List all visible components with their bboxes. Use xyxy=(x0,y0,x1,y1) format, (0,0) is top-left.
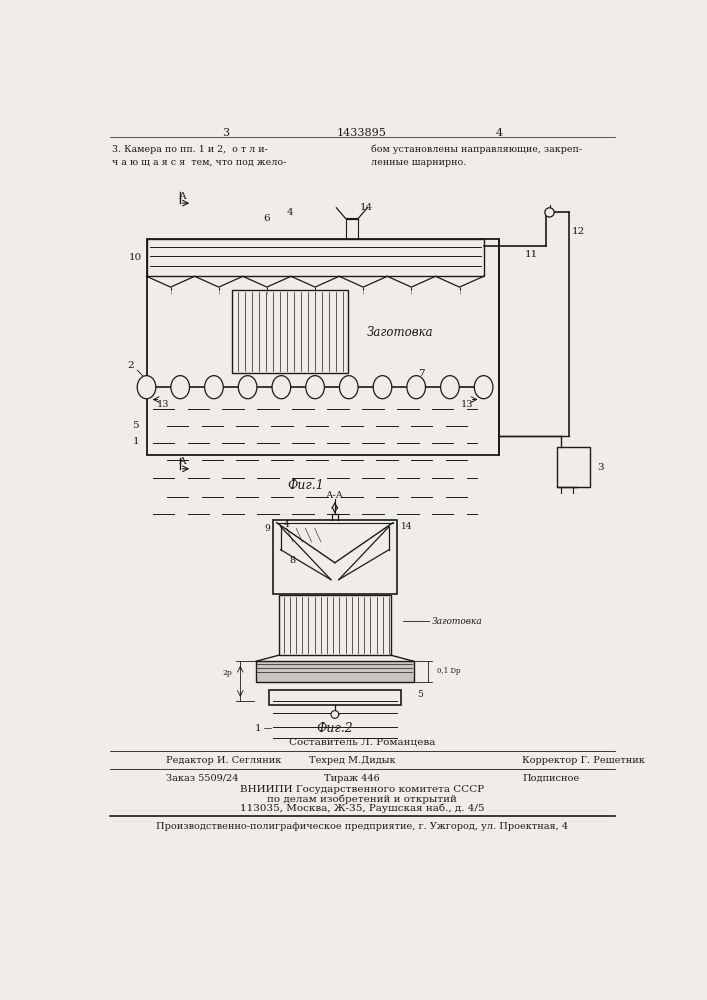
Text: Заготовка: Заготовка xyxy=(368,326,434,339)
Ellipse shape xyxy=(373,376,392,399)
Text: Заказ 5509/24: Заказ 5509/24 xyxy=(166,774,238,783)
Ellipse shape xyxy=(171,376,189,399)
Text: Фиг.1: Фиг.1 xyxy=(287,479,324,492)
Text: бом установлены направляющие, закреп-
ленные шарнирно.: бом установлены направляющие, закреп- ле… xyxy=(371,145,583,167)
Text: 1: 1 xyxy=(132,437,139,446)
Bar xyxy=(269,690,401,705)
Ellipse shape xyxy=(137,376,156,399)
Text: 2: 2 xyxy=(128,361,134,370)
Bar xyxy=(557,447,590,487)
Bar xyxy=(273,520,397,594)
Text: Корректор Г. Решетник: Корректор Г. Решетник xyxy=(522,756,645,765)
Text: 9: 9 xyxy=(264,524,271,533)
Text: Подписное: Подписное xyxy=(522,774,580,783)
Text: 0,1 Dp: 0,1 Dp xyxy=(437,667,461,675)
Text: 1: 1 xyxy=(255,724,262,733)
Text: ВНИИПИ Государственного комитета СССР: ВНИИПИ Государственного комитета СССР xyxy=(240,785,484,794)
Text: 8: 8 xyxy=(289,556,296,565)
Text: 4: 4 xyxy=(496,128,503,138)
Text: 4: 4 xyxy=(286,208,293,217)
Bar xyxy=(279,595,391,655)
Text: 2р: 2р xyxy=(223,669,233,677)
Text: 113035, Москва, Ж-35, Раушская наб., д. 4/5: 113035, Москва, Ж-35, Раушская наб., д. … xyxy=(240,804,484,813)
Text: Техред М.Дидык: Техред М.Дидык xyxy=(308,756,395,765)
Text: Производственно-полиграфическое предприятие, г. Ужгород, ул. Проектная, 4: Производственно-полиграфическое предприя… xyxy=(156,822,568,831)
Ellipse shape xyxy=(339,376,358,399)
Bar xyxy=(232,290,348,373)
Text: 4: 4 xyxy=(284,520,290,529)
Ellipse shape xyxy=(272,376,291,399)
Text: 1433895: 1433895 xyxy=(337,128,387,138)
Text: 13: 13 xyxy=(460,400,473,409)
Text: Составитель Л. Романцева: Составитель Л. Романцева xyxy=(288,738,435,747)
Text: 14: 14 xyxy=(401,522,412,531)
Text: 14: 14 xyxy=(360,203,373,212)
Ellipse shape xyxy=(474,376,493,399)
Text: 6: 6 xyxy=(263,214,270,223)
Text: Тираж 446: Тираж 446 xyxy=(324,774,380,783)
Text: 3. Камера по пп. 1 и 2,  о т л и-
ч а ю щ а я с я  тем, что под жело-: 3. Камера по пп. 1 и 2, о т л и- ч а ю щ… xyxy=(112,145,286,167)
Text: Фиг.2: Фиг.2 xyxy=(317,722,354,735)
Text: 3: 3 xyxy=(222,128,229,138)
Text: 11: 11 xyxy=(525,250,538,259)
Bar xyxy=(146,239,499,455)
Circle shape xyxy=(545,208,554,217)
Text: Заготовка: Заготовка xyxy=(432,617,482,626)
Text: 5: 5 xyxy=(132,421,139,430)
Text: по делам изобретений и открытий: по делам изобретений и открытий xyxy=(267,794,457,804)
Text: 10: 10 xyxy=(129,253,142,262)
Bar xyxy=(146,239,484,276)
Text: 3: 3 xyxy=(597,463,604,472)
Text: 13: 13 xyxy=(157,400,170,409)
Text: А-А: А-А xyxy=(326,491,344,500)
Ellipse shape xyxy=(305,376,325,399)
Ellipse shape xyxy=(238,376,257,399)
Bar xyxy=(256,661,414,682)
Text: 7: 7 xyxy=(419,369,425,378)
Ellipse shape xyxy=(204,376,223,399)
Text: Редактор И. Сегляник: Редактор И. Сегляник xyxy=(166,756,281,765)
Text: 5: 5 xyxy=(417,690,423,699)
Circle shape xyxy=(331,711,339,718)
Ellipse shape xyxy=(407,376,426,399)
Text: 12: 12 xyxy=(571,227,585,236)
Text: А: А xyxy=(179,192,187,201)
Ellipse shape xyxy=(440,376,460,399)
Text: А: А xyxy=(179,457,187,466)
